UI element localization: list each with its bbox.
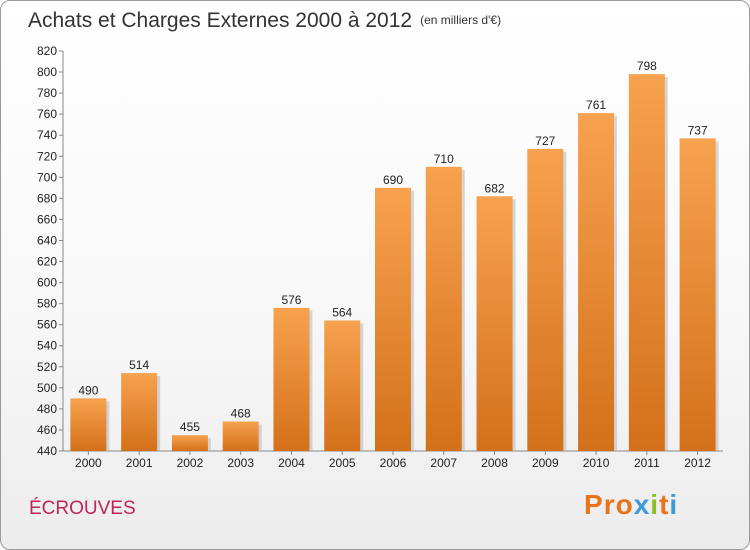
y-tick-label: 580: [37, 297, 57, 311]
bar-value-label: 761: [586, 98, 606, 112]
x-tick-label: 2005: [329, 456, 356, 470]
bar: [273, 307, 310, 451]
x-tick-label: 2011: [634, 456, 660, 470]
x-tick-label: 2000: [75, 456, 102, 470]
x-tick-label: 2007: [430, 456, 457, 470]
bar-value-label: 690: [383, 173, 403, 187]
bar: [375, 187, 411, 451]
y-tick-label: 540: [37, 339, 57, 353]
y-tick-label: 640: [37, 233, 57, 247]
bar-value-label: 468: [231, 407, 251, 421]
logo-letter: x: [633, 489, 651, 520]
x-tick-label: 2006: [380, 456, 407, 470]
logo-letter: i: [650, 489, 660, 520]
proxiti-logo[interactable]: Proxiti: [584, 489, 678, 521]
bar-value-label: 564: [332, 305, 352, 319]
x-tick-label: 2010: [583, 456, 610, 470]
y-tick-label: 760: [37, 107, 57, 121]
chart-unit: (en milliers d'€): [420, 13, 502, 27]
chart-value-labels: 490 514 455 468 576 564 690 710 682 727 761 798 737: [78, 59, 708, 434]
bar-value-label: 682: [485, 181, 505, 195]
bar-value-label: 710: [434, 152, 454, 166]
x-tick-label: 2008: [481, 456, 508, 470]
chart-title-text: Achats et Charges Externes 2000 à 2012: [28, 9, 413, 32]
bar: [70, 398, 107, 451]
bar-value-label: 737: [688, 123, 708, 137]
logo-letter: P: [584, 489, 604, 520]
y-tick-label: 720: [37, 149, 57, 163]
bar-value-label: 514: [129, 358, 149, 372]
logo-letter: i: [669, 489, 679, 520]
y-tick-label: 700: [37, 170, 57, 184]
x-tick-label: 2001: [126, 456, 153, 470]
y-tick-label: 680: [37, 191, 57, 205]
bar: [578, 113, 615, 452]
bar: [527, 148, 564, 452]
bar: [628, 74, 665, 451]
bar-value-label: 455: [180, 420, 200, 434]
x-tick-label: 2003: [227, 456, 254, 470]
y-tick-label: 800: [37, 65, 57, 79]
bar-value-label: 727: [535, 134, 555, 148]
x-tick-label: 2002: [177, 456, 204, 470]
y-tick-label: 740: [37, 128, 57, 142]
bar: [222, 421, 259, 451]
bar: [171, 435, 208, 451]
chart-title: Achats et Charges Externes 2000 à 2012 (e…: [28, 9, 501, 33]
y-tick-label: 560: [37, 318, 57, 332]
chart-bars: [70, 74, 719, 452]
y-tick-label: 480: [37, 402, 57, 416]
bar: [679, 138, 716, 452]
commune-name: ÉCROUVES: [29, 498, 136, 519]
y-tick-label: 600: [37, 276, 57, 290]
bar-value-label: 490: [78, 383, 98, 397]
y-tick-label: 820: [37, 44, 57, 58]
x-tick-label: 2012: [684, 456, 711, 470]
bar: [121, 373, 158, 451]
bar: [324, 320, 361, 451]
y-tick-label: 520: [37, 360, 57, 374]
x-tick-label: 2004: [278, 456, 305, 470]
y-tick-label: 780: [37, 86, 57, 100]
bar-value-label: 576: [281, 293, 301, 307]
bar: [425, 166, 462, 451]
logo-letter: r: [603, 489, 616, 520]
y-tick-label: 620: [37, 255, 57, 269]
bar: [476, 196, 513, 451]
bar-value-label: 798: [637, 59, 657, 73]
logo-letter: o: [615, 489, 634, 520]
x-tick-label: 2009: [532, 456, 559, 470]
y-tick-label: 500: [37, 381, 57, 395]
y-tick-label: 660: [37, 212, 57, 226]
y-tick-label: 460: [37, 423, 57, 437]
logo-letter: t: [659, 489, 670, 520]
y-tick-label: 440: [37, 444, 57, 458]
